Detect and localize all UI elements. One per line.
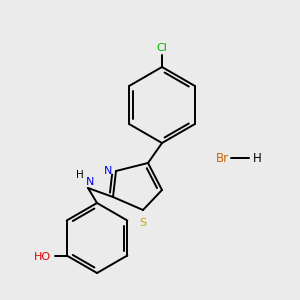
- Text: H: H: [253, 152, 261, 164]
- Text: Cl: Cl: [157, 43, 167, 53]
- Text: N: N: [103, 166, 112, 176]
- Text: N: N: [86, 177, 94, 187]
- Text: H: H: [76, 170, 84, 180]
- Text: Br: Br: [215, 152, 229, 164]
- Text: HO: HO: [34, 251, 51, 262]
- Text: S: S: [140, 218, 147, 228]
